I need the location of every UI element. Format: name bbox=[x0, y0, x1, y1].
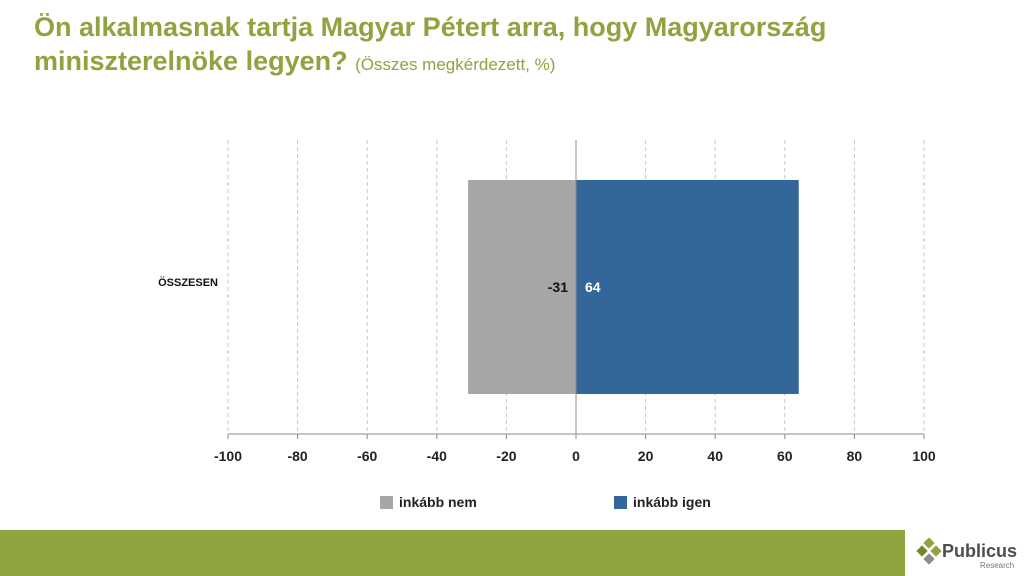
legend-item-inkabb-igen: inkább igen bbox=[614, 494, 711, 510]
legend-label-inkabb-nem: inkább nem bbox=[399, 494, 477, 510]
x-tick-label: 20 bbox=[638, 448, 654, 464]
legend-item-inkabb-nem: inkább nem bbox=[380, 494, 477, 510]
title-subtitle: (Összes megkérdezett, %) bbox=[355, 55, 556, 74]
logo-tagline: Research bbox=[980, 561, 1015, 570]
x-tick-label: 80 bbox=[847, 448, 863, 464]
x-tick-label: 40 bbox=[707, 448, 723, 464]
category-label: ÖSSZESEN bbox=[158, 276, 218, 289]
x-tick-label: 0 bbox=[572, 448, 580, 464]
title-main: Ön alkalmasnak tartja Magyar Pétert arra… bbox=[34, 12, 827, 76]
bar-inkabb-igen bbox=[576, 180, 799, 394]
legend-swatch-inkabb-igen bbox=[614, 495, 627, 509]
logo-text: Publicus bbox=[942, 541, 1018, 561]
data-label-inkabb-nem: -31 bbox=[548, 279, 568, 295]
legend-swatch-inkabb-nem bbox=[380, 495, 393, 509]
diamond-cluster-icon bbox=[916, 538, 942, 565]
footer-bar bbox=[0, 530, 905, 576]
publicus-logo: Publicus Research bbox=[916, 536, 1020, 572]
x-tick-label: -60 bbox=[357, 448, 377, 464]
data-label-inkabb-igen: 64 bbox=[585, 279, 601, 295]
chart-title: Ön alkalmasnak tartja Magyar Pétert arra… bbox=[34, 10, 994, 82]
x-tick-label: 100 bbox=[912, 448, 936, 464]
bar-inkabb-nem bbox=[468, 180, 576, 394]
bar-chart: -100 -80 -60 -40 -20 0 20 40 60 80 100 -31 64 ÖSSZESE… bbox=[158, 140, 936, 464]
legend-label-inkabb-igen: inkább igen bbox=[633, 494, 711, 510]
x-tick-label: -40 bbox=[427, 448, 447, 464]
x-tick-label: -20 bbox=[496, 448, 516, 464]
x-tick-label: -100 bbox=[214, 448, 242, 464]
x-tick-label: 60 bbox=[777, 448, 793, 464]
x-tick-label: -80 bbox=[287, 448, 307, 464]
